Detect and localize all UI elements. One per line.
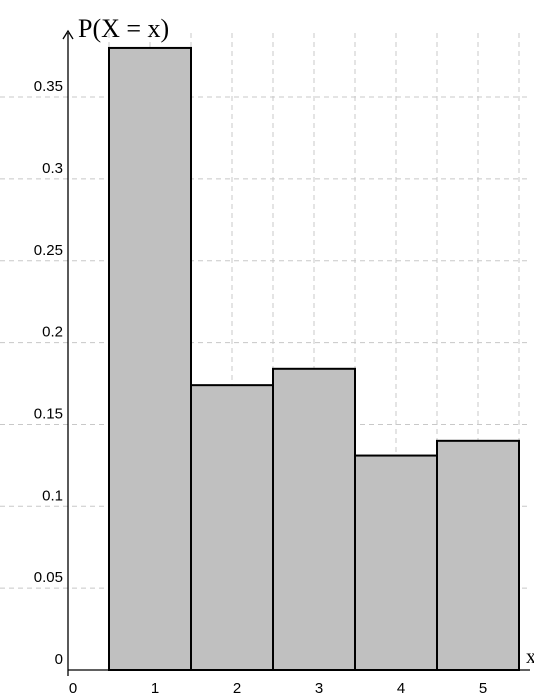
y-axis-title: P(X = x) xyxy=(78,14,169,43)
y-tick-label: 0.25 xyxy=(34,242,63,259)
x-tick-label: 5 xyxy=(479,680,487,696)
x-tick-label: 1 xyxy=(151,680,159,696)
y-tick-labels: 0 0.05 0.1 0.15 0.2 0.25 0.3 0.35 xyxy=(34,78,63,668)
x-tick-label: 2 xyxy=(233,680,241,696)
y-axis-arrow xyxy=(62,29,74,40)
x-axis-title: x xyxy=(526,646,534,668)
x-tick-label: 0 xyxy=(69,680,77,696)
y-tick-label: 0.3 xyxy=(42,160,63,177)
bar-3 xyxy=(272,367,356,671)
y-tick-label: 0.05 xyxy=(34,569,63,586)
y-tick-label: 0.1 xyxy=(42,487,63,504)
bar-2 xyxy=(190,384,274,671)
bar-5 xyxy=(436,439,520,671)
bar-1 xyxy=(108,46,192,671)
x-tick-labels: 0 1 2 3 4 5 xyxy=(69,680,487,696)
y-tick-label: 0 xyxy=(55,651,63,668)
x-tick-label: 4 xyxy=(397,680,405,696)
y-tick-label: 0.35 xyxy=(34,78,63,95)
y-tick-label: 0.15 xyxy=(34,405,63,422)
bar-4 xyxy=(354,454,438,672)
axes xyxy=(62,29,530,676)
x-tick-label: 3 xyxy=(315,680,323,696)
y-tick-label: 0.2 xyxy=(42,324,63,341)
